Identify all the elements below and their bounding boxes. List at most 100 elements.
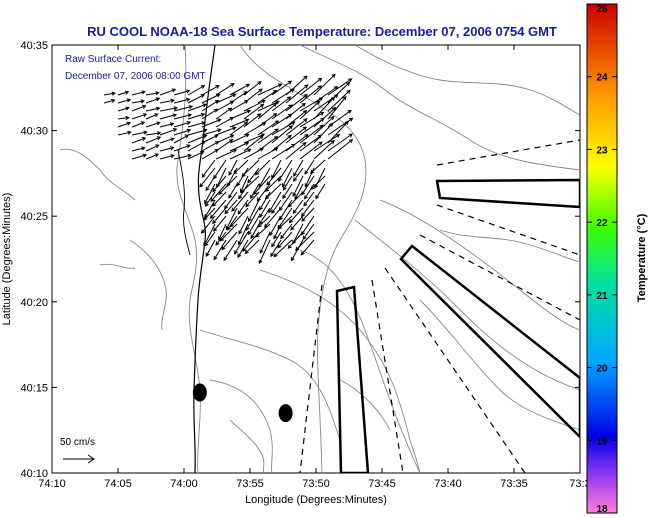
current-vector <box>327 78 352 96</box>
current-vector <box>201 93 220 104</box>
current-vector <box>293 159 304 177</box>
current-vector-head <box>291 143 296 148</box>
current-vector <box>287 231 304 249</box>
current-vector-head <box>244 118 250 123</box>
inlet-shore <box>177 149 191 256</box>
current-vector-head <box>201 173 206 178</box>
current-vector-head <box>228 138 234 143</box>
current-vector-head <box>303 118 308 123</box>
current-vector <box>257 90 277 104</box>
surface-current-vectors <box>103 73 354 265</box>
current-vector-head <box>293 177 298 182</box>
x-tick-label: 73:40 <box>434 478 462 490</box>
current-vector <box>301 207 315 222</box>
current-vector <box>271 143 295 160</box>
current-vector-head <box>331 73 336 78</box>
current-vector-head <box>227 107 233 112</box>
current-vector-head <box>280 234 285 240</box>
current-vector <box>283 175 293 191</box>
y-tick-label: 40:15 <box>20 382 48 394</box>
current-vector <box>224 199 238 214</box>
current-vector <box>271 113 292 128</box>
current-vector <box>145 113 158 120</box>
current-vector <box>187 140 206 152</box>
current-vector <box>243 133 265 144</box>
current-vector <box>223 239 238 261</box>
current-vector-head <box>221 246 226 251</box>
current-vector-head <box>272 89 278 94</box>
current-vector <box>271 231 282 247</box>
current-vector <box>259 231 271 254</box>
current-vector <box>210 199 227 219</box>
current-vector <box>215 127 236 136</box>
y-tick-label: 40:20 <box>20 297 48 309</box>
current-vector <box>271 125 293 144</box>
current-vector <box>248 199 260 222</box>
current-vector-head <box>213 108 219 113</box>
current-vector <box>117 122 131 128</box>
current-vector <box>224 191 238 209</box>
current-vector-head <box>230 134 235 139</box>
current-vector-head <box>348 133 353 138</box>
current-vector-head <box>214 134 219 139</box>
current-vector <box>238 223 249 245</box>
current-vector <box>257 103 277 120</box>
current-vector <box>131 100 145 104</box>
current-vector <box>250 223 260 239</box>
current-vector <box>173 129 191 136</box>
current-vector-head <box>156 136 162 141</box>
x-tick-label: 73:3 <box>569 478 590 490</box>
current-vector-head <box>141 90 146 95</box>
current-vector-head <box>173 106 178 111</box>
current-vector-head <box>301 212 306 218</box>
current-vector-head <box>199 183 204 188</box>
current-vector <box>257 147 278 160</box>
current-vector-head <box>346 89 351 94</box>
current-vector <box>218 223 227 240</box>
current-vector-head <box>247 148 252 153</box>
current-vector <box>131 131 147 136</box>
current-vector-head <box>287 80 293 85</box>
current-vector <box>229 133 249 144</box>
y-tick-label: 40:35 <box>20 40 48 52</box>
current-vector-head <box>214 149 219 153</box>
current-vector <box>299 100 320 120</box>
current-vector <box>201 215 216 234</box>
current-vector-head <box>301 102 306 107</box>
current-vector <box>265 183 282 200</box>
current-vector <box>203 207 216 221</box>
current-vector-head <box>247 217 252 223</box>
x-axis: 74:10 74:05 74:00 73:55 73:50 73:45 73:40 73:35… <box>38 45 591 490</box>
current-vector <box>203 223 216 247</box>
current-vector-head <box>303 202 308 207</box>
current-vector <box>215 83 235 96</box>
current-vector-head <box>200 150 205 155</box>
current-vector-head <box>244 141 250 146</box>
current-vector <box>313 107 336 128</box>
current-vector-head <box>215 141 220 145</box>
current-vector <box>159 146 174 152</box>
current-vector-head <box>273 136 279 141</box>
current-vector-head <box>111 91 117 96</box>
current-vector <box>215 100 234 112</box>
current-vector-head <box>155 144 160 149</box>
current-vector-head <box>302 235 307 240</box>
current-vector-head <box>242 247 247 252</box>
scale-label: 50 cm/s <box>60 437 95 448</box>
current-vector <box>238 183 249 199</box>
current-vector <box>215 93 236 104</box>
current-vector <box>299 97 323 112</box>
current-vector-head <box>186 144 191 149</box>
colorbar-ticks: 18 19 20 21 22 23 24 25 <box>587 3 617 515</box>
current-vector-head <box>231 207 236 212</box>
current-vector <box>201 129 221 136</box>
current-vector <box>257 120 279 136</box>
current-vector-head <box>224 210 229 215</box>
current-vector <box>201 108 218 120</box>
current-vector-head <box>304 134 309 139</box>
current-vector-head <box>141 137 147 142</box>
current-vector-head <box>304 195 309 200</box>
current-vector <box>229 83 250 96</box>
current-vector <box>250 183 260 199</box>
current-vector <box>201 85 220 96</box>
